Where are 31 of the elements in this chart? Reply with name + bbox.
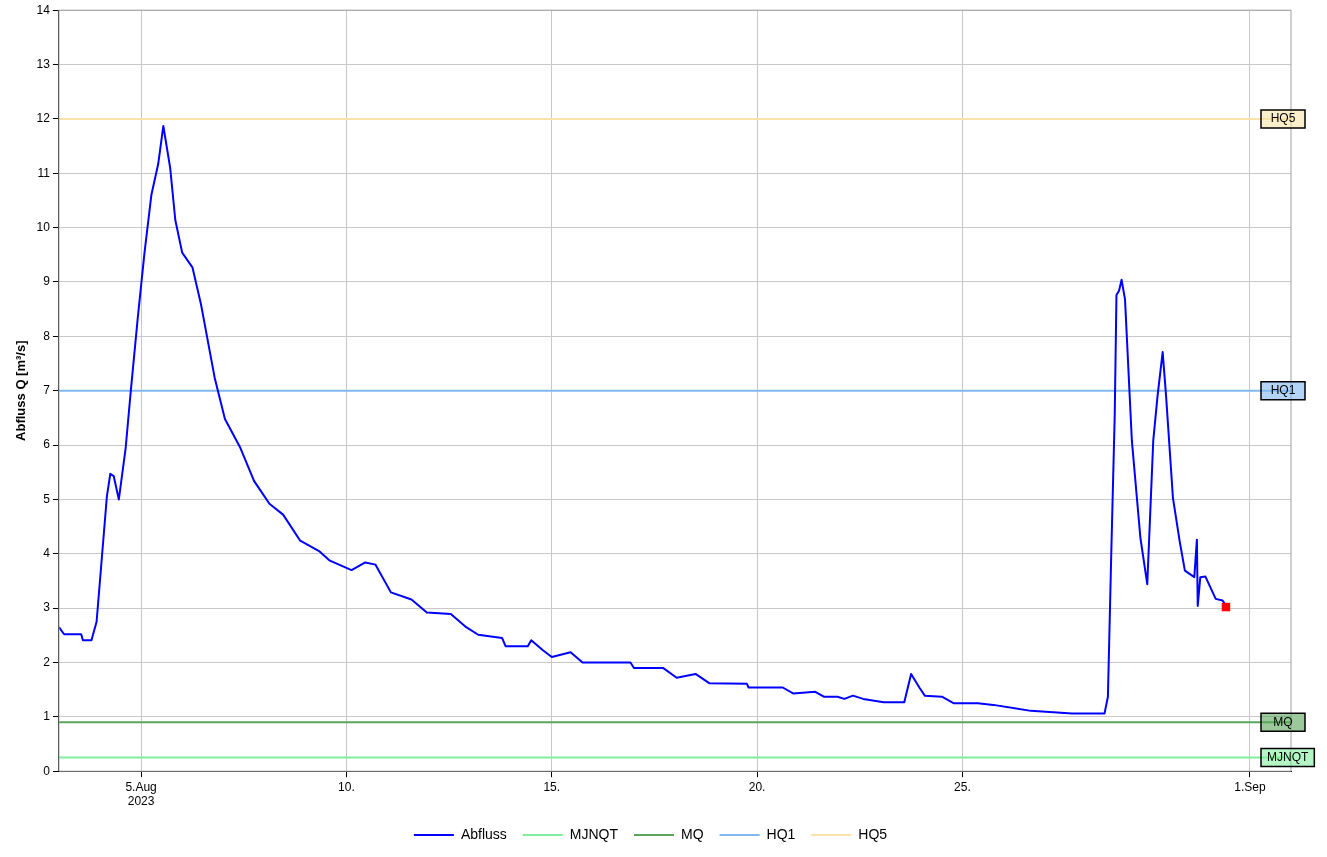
text: MQ [681, 825, 704, 842]
y-tick-label: 3 [43, 600, 51, 615]
text: MJNQT [569, 825, 618, 842]
y-tick-label: 10 [36, 219, 51, 234]
x-tick-label: 25. [954, 779, 971, 794]
x-tick-label: 5.Aug 2023 [125, 779, 157, 809]
ref-line-label: HQ1 [1270, 383, 1296, 398]
y-tick-label: 1 [43, 709, 51, 724]
legend-label: Abfluss [460, 825, 507, 842]
y-tick-label: 8 [43, 328, 51, 343]
x-tick-label: 1.Sep [1234, 779, 1266, 794]
y-tick-label: 2 [43, 654, 51, 669]
y-tick-label: 7 [43, 383, 51, 398]
ref-line-label: MQ [1273, 714, 1293, 729]
y-tick-label: 13 [36, 56, 51, 71]
ref-line-label: HQ5 [1270, 111, 1296, 126]
y-tick-label: 4 [43, 546, 51, 561]
x-tick-label: 15. [543, 779, 561, 794]
x-tick-label: 20. [748, 779, 766, 794]
ref-line-label: MJNQT [1267, 749, 1309, 764]
y-axis-title: Abfluss Q [m³/s] [13, 340, 29, 441]
y-tick-label: 6 [43, 437, 51, 452]
y-tick-label: 5 [43, 491, 51, 506]
x-tick-label: 10. [338, 779, 355, 794]
y-tick-label: 0 [43, 763, 51, 778]
y-tick-label: 14 [36, 2, 51, 17]
y-tick-label: 11 [37, 165, 51, 180]
y-tick-label: 9 [43, 274, 51, 289]
text: HQ5 [858, 825, 888, 842]
text: HQ1 [766, 825, 796, 842]
y-tick-label: 12 [36, 111, 51, 126]
